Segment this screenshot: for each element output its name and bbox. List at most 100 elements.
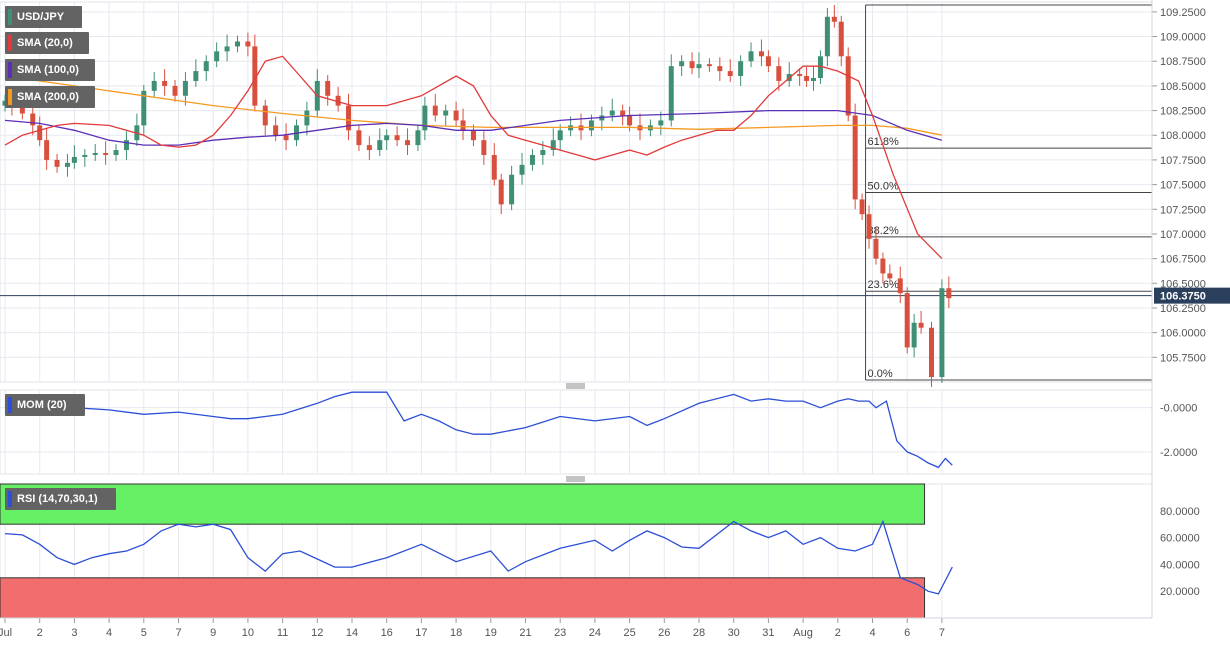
price-y-tick-label: 108.7500 [1160, 56, 1206, 68]
candle-bearish [838, 21, 844, 57]
sma100-line [4, 109, 943, 146]
candle-bearish [30, 113, 36, 126]
candle-bearish [928, 327, 934, 378]
legend-sma100[interactable]: SMA (100,0) [5, 59, 95, 81]
legend-sma200[interactable]: SMA (200,0) [5, 86, 95, 108]
symbol-swatch [8, 9, 12, 25]
candle-bullish [550, 140, 556, 151]
rsi-swatch [8, 491, 12, 507]
candle-bullish [113, 150, 119, 155]
candle-bullish [304, 110, 310, 126]
candle-bearish [44, 140, 50, 160]
candle-bearish [831, 16, 837, 22]
candle-bearish [162, 80, 168, 86]
x-tick-label: 2 [37, 627, 43, 639]
x-tick-label: 19 [485, 627, 497, 639]
price-y-tick-label: 106.2500 [1160, 303, 1206, 315]
x-tick-label: 7 [939, 627, 945, 639]
current-price-tag [1154, 287, 1230, 304]
candle-bearish [946, 288, 952, 299]
x-tick-label: 5 [141, 627, 147, 639]
sma200-line [4, 75, 943, 136]
candle-bullish [123, 140, 129, 151]
price-y-tick-label: 108.5000 [1160, 81, 1206, 93]
x-tick-label: 21 [519, 627, 531, 639]
candle-bearish [325, 80, 331, 96]
x-tick-label: 26 [658, 627, 670, 639]
candle-bearish [356, 130, 362, 146]
candle-bearish [366, 145, 372, 151]
legend-rsi[interactable]: RSI (14,70,30,1) [5, 488, 116, 510]
candle-bearish [758, 51, 764, 57]
candle-bearish [706, 64, 712, 67]
candle-bullish [658, 120, 664, 126]
candle-bullish [588, 120, 594, 131]
price-y-tick-label: 109.2500 [1160, 7, 1206, 19]
candle-bearish [852, 115, 858, 200]
candle-bearish [19, 105, 25, 114]
candle-bearish [776, 66, 782, 81]
candle-bearish [37, 125, 43, 141]
x-tick-label: 23 [554, 627, 566, 639]
candle-bullish [92, 153, 98, 155]
candle-bullish [540, 150, 546, 155]
rsi-y-tick-label: 80.0000 [1160, 506, 1200, 518]
rsi-oversold-zone [0, 577, 926, 619]
candle-bearish [887, 273, 893, 279]
candle-bearish [918, 322, 924, 328]
x-tick-label: 9 [210, 627, 216, 639]
candle-bullish [509, 174, 515, 205]
candle-bearish [273, 125, 279, 136]
candle-bearish [498, 179, 504, 205]
candle-bullish [443, 110, 449, 116]
candle-bullish [817, 56, 823, 78]
candle-bullish [529, 154, 535, 165]
candle-bearish [103, 153, 109, 155]
candle-bullish [911, 322, 917, 348]
candle-bullish [668, 66, 674, 121]
legend-mom-label: MOM (20) [17, 399, 67, 411]
sma100-swatch [8, 62, 12, 78]
mom-y-tick-label: -2.0000 [1160, 447, 1197, 459]
sma20-line [4, 55, 943, 260]
candle-bullish [696, 64, 702, 69]
candle-bearish [432, 105, 438, 116]
legend-rsi-label: RSI (14,70,30,1) [17, 493, 98, 505]
candle-bearish [453, 110, 459, 121]
legend-symbol-label: USD/JPY [17, 11, 65, 23]
rsi-y-tick-label: 40.0000 [1160, 559, 1200, 571]
candle-bullish [193, 71, 199, 81]
rsi-y-tick-label: 20.0000 [1160, 586, 1200, 598]
legend-sma20[interactable]: SMA (20,0) [5, 32, 89, 54]
rsi-panel [0, 483, 953, 619]
candle-bearish [627, 115, 633, 126]
legend-symbol[interactable]: USD/JPY [5, 6, 82, 28]
candle-bearish [283, 135, 289, 141]
candle-bullish [824, 16, 830, 57]
candle-bearish [689, 61, 695, 69]
legend-mom[interactable]: MOM (20) [5, 394, 85, 416]
x-tick-label: 10 [242, 627, 254, 639]
x-tick-label: 30 [728, 627, 740, 639]
candle-bullish [422, 105, 428, 131]
rsi-line [4, 519, 953, 595]
x-tick-label: 4 [869, 627, 875, 639]
candle-bearish [394, 135, 400, 141]
rsi-y-tick-label: 60.0000 [1160, 533, 1200, 545]
candle-bullish [738, 61, 744, 77]
fibonacci-level-label: 23.6% [868, 279, 899, 291]
candle-bullish [748, 51, 754, 62]
candle-bullish [415, 130, 421, 146]
candle-bearish [54, 159, 60, 167]
candle-bullish [214, 51, 220, 62]
legend-sma20-label: SMA (20,0) [17, 37, 73, 49]
candle-bearish [460, 120, 466, 131]
candle-bearish [804, 76, 810, 81]
candle-bullish [182, 80, 188, 96]
price-y-tick-label: 105.7500 [1160, 352, 1206, 364]
legend-sma100-label: SMA (100,0) [17, 64, 79, 76]
candle-bearish [252, 46, 258, 106]
